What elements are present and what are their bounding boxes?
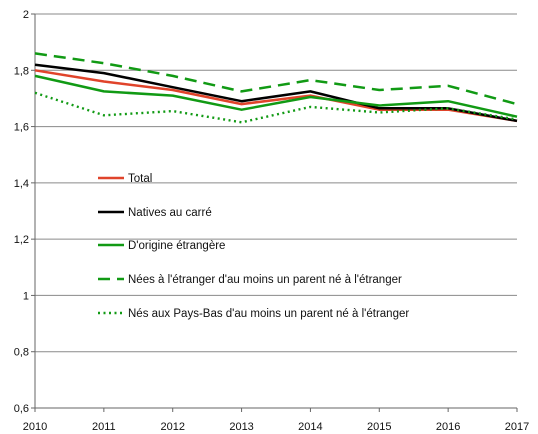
y-tick-label: 1,2 (14, 234, 29, 246)
legend-label: Natives au carré (128, 207, 212, 219)
tick-labels: 0,6 0,8 1 1,2 1,4 1,6 1,8 2 2010 2011 2012 2013 2014… (14, 9, 530, 433)
y-tick-label: 0,6 (14, 403, 29, 415)
series-line (34, 74, 518, 118)
y-tick-label: 1,6 (14, 122, 29, 134)
y-tick-label: 1,8 (14, 65, 29, 77)
series-lines (34, 52, 518, 124)
x-tick-label: 2016 (436, 421, 460, 433)
x-tick-label: 2012 (160, 421, 184, 433)
x-tick-label: 2013 (229, 421, 253, 433)
legend: Total Natives au carré D'origine étrangère… (98, 173, 409, 320)
x-tick-label: 2010 (23, 421, 47, 433)
axes (31, 13, 518, 412)
series-line (34, 52, 518, 106)
grid-lines (35, 13, 517, 353)
x-tick-label: 2015 (367, 421, 391, 433)
x-tick-label: 2017 (505, 421, 529, 433)
legend-label: Total (128, 173, 152, 185)
x-tick-label: 2011 (92, 421, 116, 433)
y-tick-label: 0,8 (14, 347, 29, 359)
x-tick-label: 2014 (298, 421, 322, 433)
y-tick-label: 2 (23, 9, 29, 21)
series-line (34, 91, 518, 124)
y-tick-label: 1,4 (14, 178, 29, 190)
legend-label: Nés aux Pays-Bas d'au moins un parent né… (128, 308, 409, 320)
legend-label: D'origine étrangère (128, 240, 225, 252)
y-tick-label: 1 (23, 290, 29, 302)
legend-label: Nées à l'étranger d'au moins un parent n… (128, 274, 402, 286)
